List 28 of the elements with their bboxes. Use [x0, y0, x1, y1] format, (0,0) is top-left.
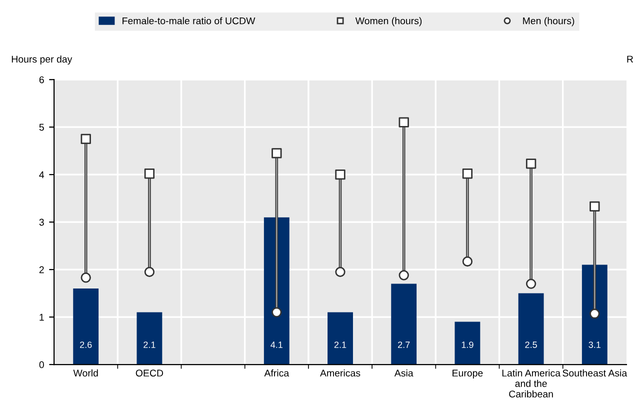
y-tick-label: 1	[40, 314, 44, 321]
x-tick-label: Europe	[452, 370, 483, 378]
data-label: 2.5	[525, 342, 537, 348]
data-label: 2.6	[80, 342, 92, 348]
x-tick-label: Asia	[394, 369, 414, 377]
legend-label: Men (hours)	[523, 17, 574, 26]
y2-axis-title: R	[627, 56, 634, 63]
data-label: 2.1	[334, 342, 346, 348]
y-tick-label: 6	[39, 76, 44, 84]
data-label: 1.9	[462, 342, 474, 348]
x-tick-label: Americas	[320, 369, 360, 377]
y-tick-label: 3	[39, 218, 44, 226]
x-tick-label: World	[73, 369, 98, 377]
x-tick-label: OECD	[136, 370, 164, 377]
y-axis-title: Hours per day	[12, 55, 72, 65]
y-tick-label: 5	[39, 124, 44, 131]
y-tick-label: 2	[39, 266, 44, 274]
y-tick-label: 4	[39, 171, 44, 178]
legend-label: Women (hours)	[355, 17, 422, 26]
x-tick-label: Latin America and the Caribbean	[502, 369, 561, 398]
y-tick-label: 0	[39, 361, 44, 368]
data-label: 4.1	[270, 342, 282, 348]
data-label: 3.1	[588, 342, 600, 348]
x-tick-label: Africa	[264, 369, 290, 377]
data-label: 2.7	[398, 342, 410, 348]
x-tick-label: Southeast Asia	[562, 369, 628, 377]
legend-label: Female-to-male ratio of UCDW	[122, 17, 256, 24]
data-label: 2.1	[144, 342, 156, 348]
